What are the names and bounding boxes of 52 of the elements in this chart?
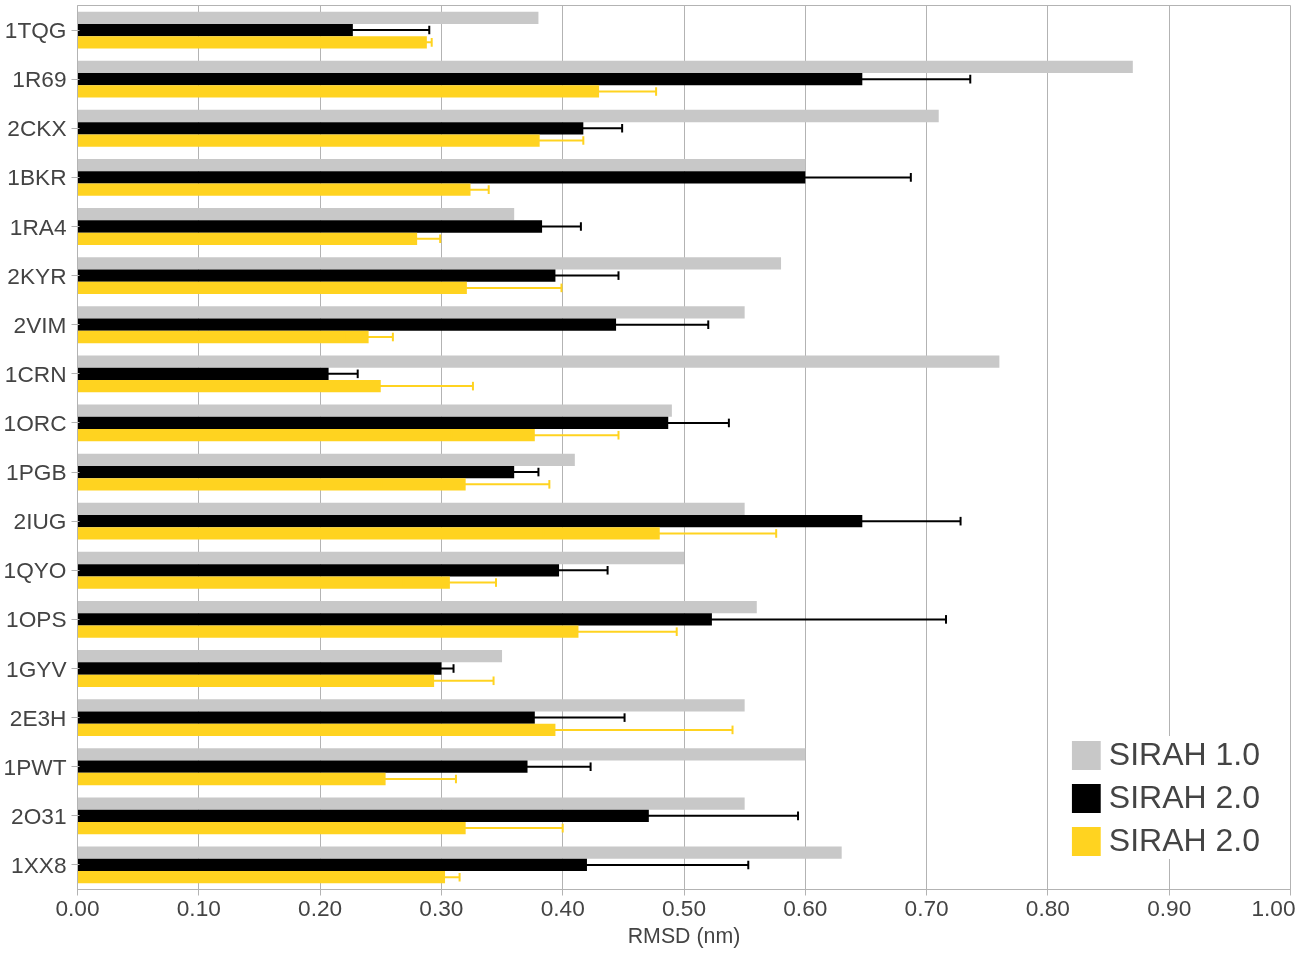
bar bbox=[77, 600, 757, 614]
bar bbox=[77, 11, 539, 24]
x-axis-title: RMSD (nm) bbox=[627, 923, 741, 948]
x-tick-label: 0.70 bbox=[904, 894, 949, 921]
y-tick-label: 1TQG bbox=[4, 17, 67, 44]
bar bbox=[77, 551, 684, 565]
y-tick-label: 2O31 bbox=[11, 802, 67, 829]
bar bbox=[77, 404, 672, 417]
bar bbox=[77, 306, 745, 319]
y-tick-label: 1OPS bbox=[6, 606, 67, 633]
bar bbox=[77, 797, 745, 810]
x-tick-label: 1.00 bbox=[1251, 894, 1296, 921]
y-tick-label: 1R69 bbox=[12, 66, 67, 93]
x-tick-label: 0.40 bbox=[540, 894, 585, 921]
bar bbox=[77, 502, 745, 516]
y-tick-label: 2IUG bbox=[13, 508, 67, 535]
y-tick-label: 2CKX bbox=[7, 115, 67, 142]
y-tick-label: 2KYR bbox=[7, 262, 67, 289]
y-tick-label: 1XX8 bbox=[11, 851, 67, 878]
legend-label: SIRAH 2.0 bbox=[1108, 822, 1260, 859]
y-tick-label: 1QYO bbox=[3, 557, 67, 584]
legend-label: SIRAH 2.0 bbox=[1108, 779, 1260, 816]
x-tick-label: 0.10 bbox=[176, 894, 221, 921]
y-tick-label: 1ORC bbox=[3, 409, 67, 436]
bar bbox=[77, 748, 806, 761]
x-tick-label: 0.50 bbox=[661, 894, 707, 921]
bar bbox=[77, 453, 575, 466]
y-tick-label: 1PWT bbox=[3, 753, 67, 780]
bar bbox=[77, 36, 427, 49]
y-tick-label: 1BKR bbox=[7, 164, 67, 191]
bar bbox=[77, 846, 842, 859]
y-tick-label: 2VIM bbox=[13, 311, 67, 338]
bar bbox=[77, 208, 515, 221]
x-tick-label: 0.00 bbox=[55, 894, 100, 921]
bar bbox=[77, 650, 503, 663]
x-tick-label: 0.30 bbox=[419, 894, 464, 921]
y-tick-label: 1GYV bbox=[6, 655, 68, 682]
bar bbox=[77, 257, 782, 270]
x-tick-label: 0.60 bbox=[783, 894, 828, 921]
bar bbox=[77, 60, 1133, 74]
y-tick-label: 1CRN bbox=[4, 360, 67, 387]
bar bbox=[77, 158, 806, 172]
y-tick-label: 1PGB bbox=[6, 459, 67, 486]
bar bbox=[77, 355, 1000, 368]
legend-label: SIRAH 1.0 bbox=[1108, 736, 1260, 773]
bar bbox=[77, 699, 745, 712]
y-tick-label: 2E3H bbox=[9, 704, 67, 731]
bar bbox=[77, 109, 939, 123]
x-tick-label: 0.20 bbox=[298, 894, 343, 921]
x-tick-label: 0.80 bbox=[1025, 894, 1070, 921]
x-tick-label: 0.90 bbox=[1147, 894, 1192, 921]
y-tick-label: 1RA4 bbox=[9, 213, 67, 240]
